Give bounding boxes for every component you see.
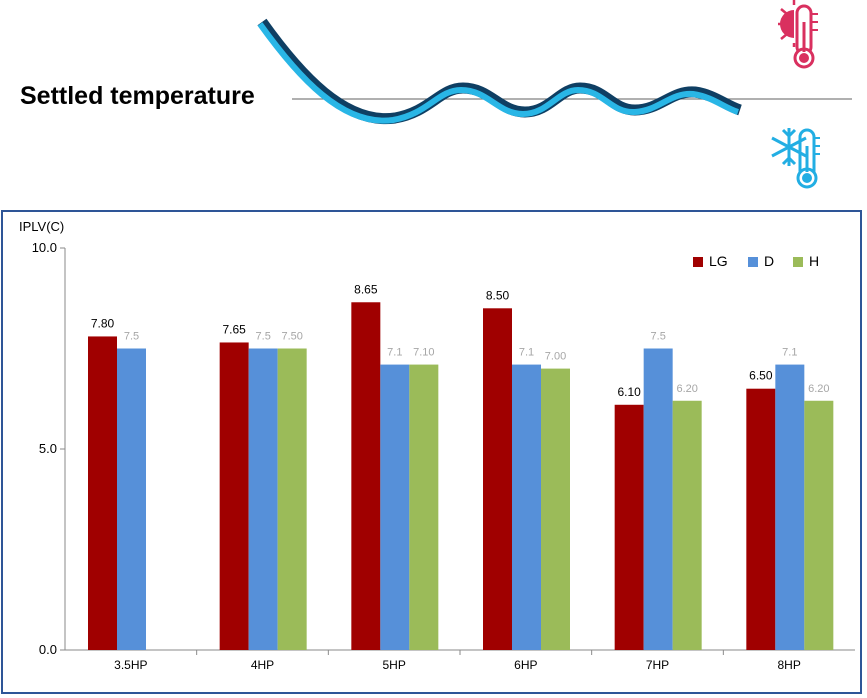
data-label-D: 7.1 [387, 347, 402, 359]
bar-D [775, 364, 805, 650]
legend-label-D: D [764, 253, 774, 269]
bar-D [512, 364, 541, 650]
bar-LG [351, 302, 381, 650]
thermometer-hot-icon [778, 0, 818, 69]
data-label-LG: 8.65 [354, 282, 378, 296]
page-title: Settled temperature [20, 82, 255, 110]
legend-label-LG: LG [709, 253, 728, 269]
bar-D [643, 348, 673, 650]
x-tick-label: 8HP [777, 658, 800, 672]
x-tick-label: 7HP [646, 658, 669, 672]
y-tick-label: 10.0 [32, 240, 57, 255]
data-label-D: 7.1 [519, 347, 534, 359]
x-tick-label: 5HP [382, 658, 405, 672]
bar-LG [614, 404, 644, 650]
y-tick-label: 0.0 [39, 642, 57, 657]
data-label-H: 6.20 [808, 383, 829, 395]
bar-LG [219, 342, 249, 650]
bar-D [380, 364, 410, 650]
data-label-LG: 6.50 [749, 369, 773, 383]
data-label-H: 7.00 [545, 351, 566, 363]
legend-swatch-H [793, 257, 803, 267]
data-label-LG: 6.10 [617, 385, 641, 399]
x-tick-label: 6HP [514, 658, 537, 672]
thermometer-cold-icon [771, 128, 820, 189]
data-label-D: 7.5 [651, 331, 666, 343]
bar-LG [88, 336, 117, 650]
bar-H [277, 348, 307, 650]
bar-H [409, 364, 439, 650]
data-label-H: 7.10 [413, 347, 434, 359]
bar-H [804, 400, 834, 650]
bar-H [541, 368, 570, 650]
x-tick-label: 4HP [251, 658, 274, 672]
y-axis-label: IPLV(C) [19, 219, 64, 234]
data-label-LG: 7.65 [222, 322, 246, 336]
bar-H [672, 400, 702, 650]
data-label-LG: 8.50 [486, 288, 510, 302]
data-label-H: 6.20 [676, 383, 697, 395]
chart-frame: IPLV(C) 0.0 5.0 10.0 3.5HP 7.80 7.5 4HP 7.65 7.5 7… [1, 210, 862, 694]
header-graphic [257, 0, 852, 189]
legend-swatch-D [748, 257, 758, 267]
bar-D [248, 348, 278, 650]
y-tick-label: 5.0 [39, 441, 57, 456]
data-label-D: 7.1 [782, 347, 797, 359]
data-label-LG: 7.80 [91, 316, 115, 330]
data-label-D: 7.5 [124, 331, 139, 343]
bar-LG [746, 388, 776, 650]
x-tick-label: 3.5HP [114, 658, 147, 672]
header-area: Settled temperature [0, 0, 867, 205]
legend-label-H: H [809, 253, 819, 269]
data-label-H: 7.50 [281, 331, 302, 343]
bar-chart: IPLV(C) 0.0 5.0 10.0 3.5HP 7.80 7.5 4HP 7.65 7.5 7… [19, 219, 855, 672]
data-label-D: 7.5 [256, 331, 271, 343]
bar-LG [483, 308, 512, 650]
legend-swatch-LG [693, 257, 703, 267]
bar-D [117, 348, 146, 650]
